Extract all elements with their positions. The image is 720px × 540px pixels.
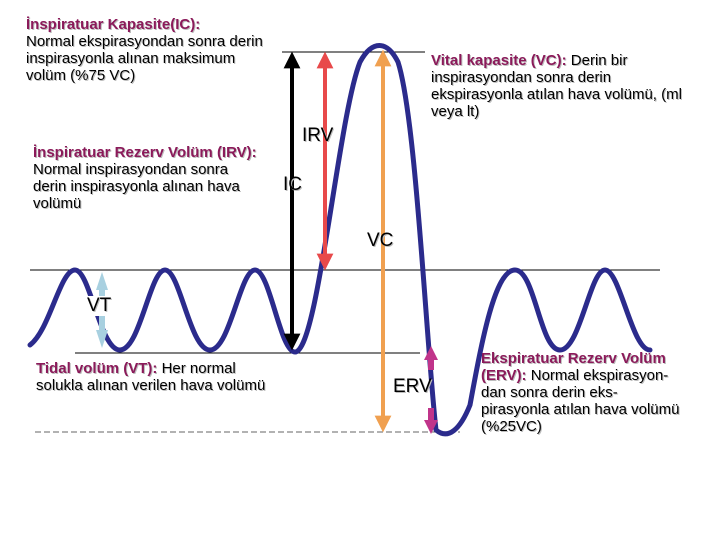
erv-arrow-up-head [424, 346, 438, 360]
vc-label: VC [367, 230, 394, 251]
erv-definition: Ekspiratuar Rezerv Volüm (ERV): Normal e… [481, 350, 686, 435]
vt-definition: Tidal volüm (VT): Her normal solukla alı… [36, 360, 276, 394]
vt-arrow-down-head [96, 330, 108, 348]
vt-term: Tidal volüm (VT): [36, 360, 158, 377]
erv-arrow-up-shaft [428, 360, 434, 370]
ic-definition: İnspiratuar Kapasite(IC): Normal ekspira… [26, 16, 271, 84]
vt-text: Her normal solukla alınan verilen hava v… [36, 360, 266, 394]
erv-term: Ekspiratuar Rezerv Volüm (ERV): [481, 350, 666, 384]
erv-arrow-down-shaft [428, 408, 434, 420]
vc-term: Vital kapasite (VC): [431, 52, 567, 69]
ic-label: IC [283, 174, 302, 195]
vt-label: VT [83, 296, 116, 316]
ic-term: İnspiratuar Kapasite(IC): [26, 16, 201, 33]
irv-label: IRV [302, 125, 334, 146]
irv-term: İnspiratuar Rezerv Volüm (IRV): [33, 144, 257, 161]
breathing-waveform [27, 43, 653, 437]
vc-text: Derin bir inspirasyondan sonra derin eks… [431, 52, 682, 120]
erv-arrow-down-head [424, 420, 438, 434]
irv-text: Normal inspirasyondan sonra derin inspir… [33, 161, 240, 212]
ic-text: Normal ekspirasyondan sonra derin inspir… [26, 33, 263, 84]
vt-arrow-up-head [96, 272, 108, 290]
vc-definition: Vital kapasite (VC): Derin bir inspirasy… [431, 52, 693, 120]
irv-definition: İnspiratuar Rezerv Volüm (IRV): Normal i… [33, 144, 265, 212]
erv-text: Normal ekspirasyon-dan sonra derin eks-p… [481, 367, 680, 435]
erv-label: ERV [393, 376, 432, 397]
